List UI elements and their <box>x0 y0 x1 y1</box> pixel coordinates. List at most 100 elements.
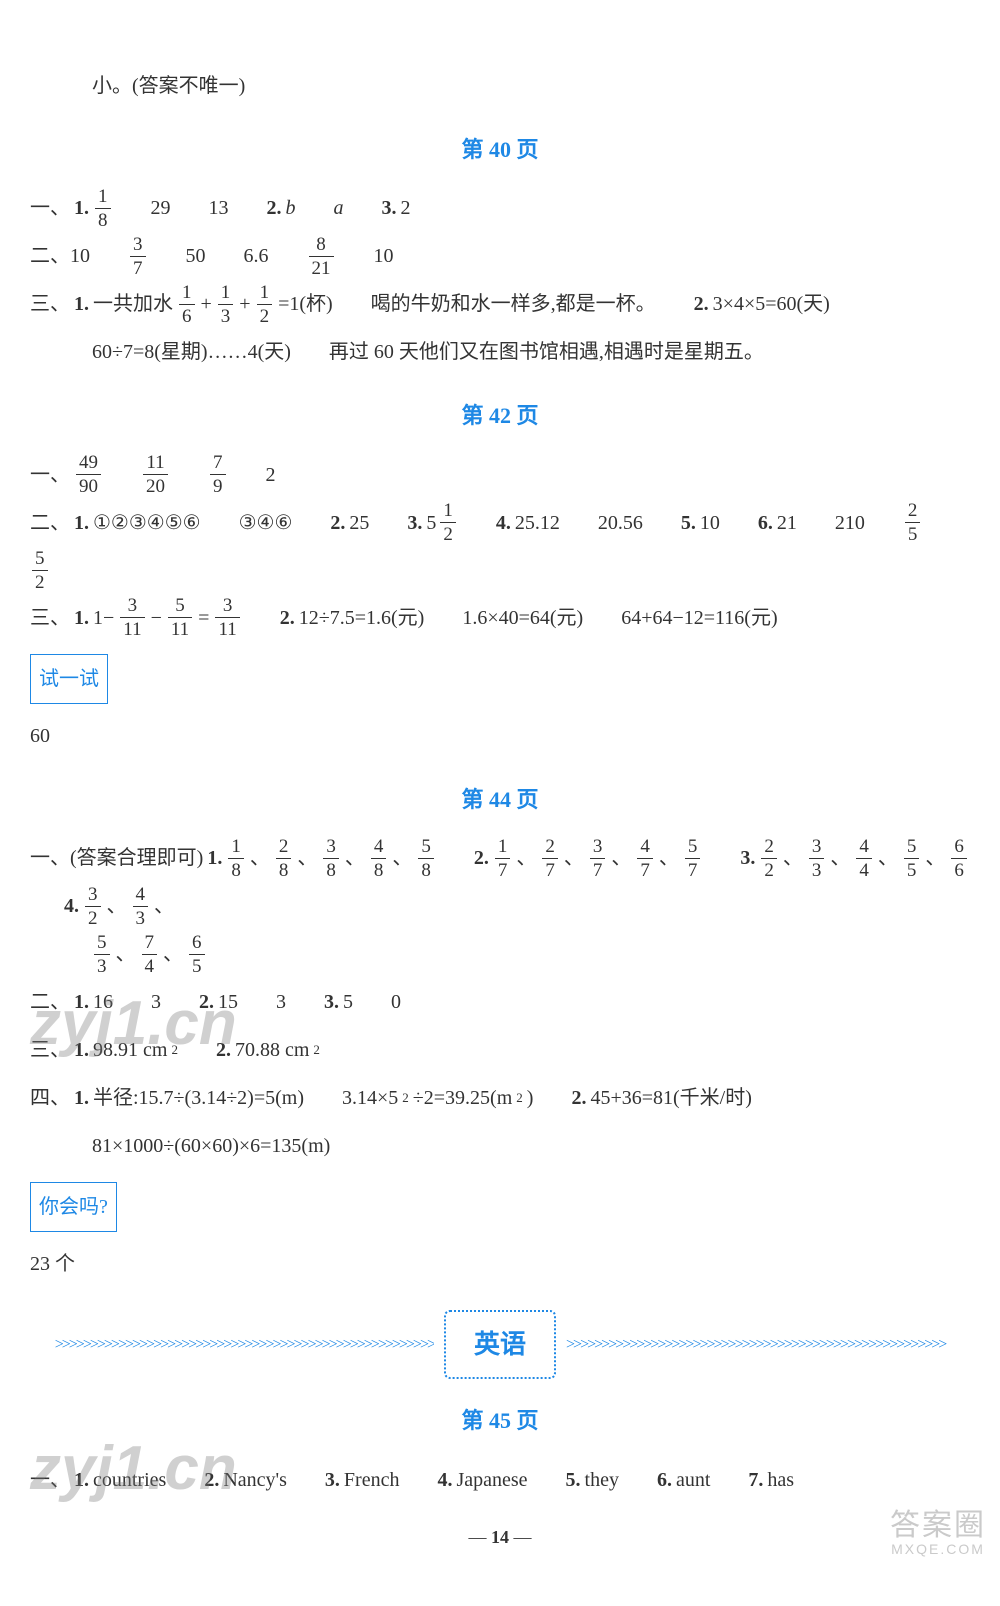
text: 二、 <box>30 980 70 1024</box>
text: 一共加水 <box>93 282 173 326</box>
chevron-left: >>>>>>>>>>>>>>>>>>>>>>>>>>>>>>>>>>>>>>>>… <box>30 1327 434 1362</box>
superscript: 2 <box>516 1084 523 1113</box>
text: 98.91 cm <box>93 1028 167 1072</box>
fraction: 27 <box>542 837 558 880</box>
sections-container: 第 40 页一、1. 1829132. ba3. 2二、1037506.6821… <box>30 126 970 1286</box>
content-row: 二、1. 1632. 1533. 50 <box>30 980 970 1024</box>
text: 2. <box>199 980 214 1024</box>
fraction: 32 <box>85 885 101 928</box>
text: 5. <box>566 1458 581 1502</box>
text: 10 <box>374 234 394 278</box>
text: 喝的牛奶和水一样多,都是一杯。 <box>371 282 656 326</box>
text: + <box>201 282 212 326</box>
text: 12÷7.5=1.6(元) <box>299 596 425 640</box>
text: 3 <box>151 980 161 1024</box>
text: 6.6 <box>244 234 269 278</box>
text: ) <box>527 1076 534 1120</box>
text: 21 <box>777 501 797 545</box>
content-row: 一、49901120792 <box>30 453 970 497</box>
text: 7. <box>748 1458 763 1502</box>
text: 一、 <box>30 1458 70 1502</box>
fraction: 28 <box>276 837 292 880</box>
text: 50 <box>186 234 206 278</box>
content-row: 三、1. 一共加水16+13+12=1(杯)喝的牛奶和水一样多,都是一杯。2. … <box>30 282 970 326</box>
fraction: 47 <box>637 837 653 880</box>
text: 4. <box>437 1458 452 1502</box>
text: 25 <box>349 501 369 545</box>
subject-label: 英语 <box>444 1310 556 1379</box>
text: Japanese <box>456 1458 527 1502</box>
box-label: 你会吗? <box>30 1182 117 1232</box>
text: 、 <box>107 884 127 928</box>
text: 1. <box>74 1458 89 1502</box>
text: they <box>585 1458 619 1502</box>
intro-text: 小。(答案不唯一) <box>92 64 245 108</box>
content-row: 一、1. countries2. Nancy's3. French4. Japa… <box>30 1458 970 1502</box>
fraction: 37 <box>130 235 146 278</box>
subject-divider: >>>>>>>>>>>>>>>>>>>>>>>>>>>>>>>>>>>>>>>>… <box>30 1310 970 1379</box>
box-label: 试一试 <box>30 654 108 704</box>
text: 3. <box>325 1458 340 1502</box>
text: 、 <box>830 836 850 880</box>
text: − <box>151 596 162 640</box>
after-divider-container: 第 45 页一、1. countries2. Nancy's3. French4… <box>30 1397 970 1501</box>
text: 6. <box>758 501 773 545</box>
fraction: 38 <box>323 837 339 880</box>
fraction: 33 <box>809 837 825 880</box>
fraction: 43 <box>133 885 149 928</box>
text: 2 <box>401 186 411 230</box>
fraction: 79 <box>210 453 226 496</box>
text: 三、 <box>30 596 70 640</box>
fraction: 1120 <box>143 453 168 496</box>
text: French <box>344 1458 400 1502</box>
text: 3. <box>382 186 397 230</box>
text: 四、 <box>30 1076 70 1120</box>
text: 2. <box>216 1028 231 1072</box>
fraction: 511 <box>168 596 192 639</box>
fraction: 25 <box>905 501 921 544</box>
content-row: 60÷7=8(星期)……4(天) 再过 60 天他们又在图书馆相遇,相遇时是星期五… <box>30 330 970 374</box>
text: 15 <box>218 980 238 1024</box>
text: 3. <box>324 980 339 1024</box>
content-row: 一、1. 1829132. ba3. 2 <box>30 186 970 230</box>
text: 3×4×5=60(天) <box>713 282 830 326</box>
text: 一、 <box>30 453 70 497</box>
text: 64+64−12=116(元) <box>621 596 777 640</box>
text: ÷2=39.25(m <box>413 1076 512 1120</box>
superscript: 2 <box>402 1084 409 1113</box>
box-row: 试一试 <box>30 644 970 710</box>
content-row: 53、74、65 <box>30 932 970 976</box>
text: 6. <box>657 1458 672 1502</box>
text: 、 <box>297 836 317 880</box>
text: 半径:15.7÷(3.14÷2)=5(m) <box>93 1076 304 1120</box>
page-num-dash: — <box>514 1527 532 1547</box>
mixed-number: 512 <box>426 501 458 545</box>
text: 二、 <box>30 501 70 545</box>
text: 、 <box>564 836 584 880</box>
text: 1. <box>74 980 89 1024</box>
text: + <box>239 282 250 326</box>
content-row: 四、1. 半径:15.7÷(3.14÷2)=5(m)3.14×52÷2=39.2… <box>30 1076 970 1120</box>
text: 再过 60 天他们又在图书馆相遇,相遇时是星期五。 <box>329 330 764 374</box>
text: 一、(答案合理即可) <box>30 836 203 880</box>
text: 5 <box>343 980 353 1024</box>
text: 二、10 <box>30 234 90 278</box>
text: 29 <box>151 186 171 230</box>
text: 210 <box>835 501 865 545</box>
fraction: 17 <box>495 837 511 880</box>
intro-line: 小。(答案不唯一) <box>30 64 970 108</box>
text: 、 <box>878 836 898 880</box>
text: 60÷7=8(星期)……4(天) <box>92 330 291 374</box>
text: 1. <box>74 186 89 230</box>
fraction: 66 <box>951 837 967 880</box>
text: 5. <box>681 501 696 545</box>
fraction: 74 <box>142 933 158 976</box>
text: 、 <box>392 836 412 880</box>
text: 、 <box>345 836 365 880</box>
text: 2. <box>204 1458 219 1502</box>
fraction: 12 <box>257 283 273 326</box>
text: 1.6×40=64(元) <box>462 596 583 640</box>
fraction: 53 <box>94 933 110 976</box>
text: 1. <box>74 1028 89 1072</box>
superscript: 2 <box>313 1036 320 1065</box>
